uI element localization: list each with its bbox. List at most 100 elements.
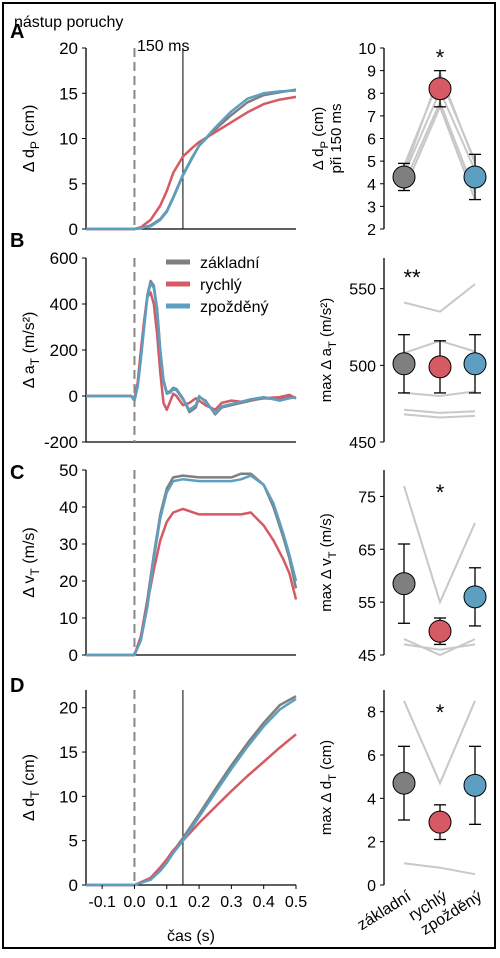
- dot-y-tick-label: 500: [349, 358, 376, 375]
- series-line: [86, 95, 297, 231]
- subject-line: [403, 413, 476, 419]
- time-150ms-annotation: 150 ms: [137, 38, 189, 55]
- panel-C: C 0 10 20 30 40 50 Δ vT (m/s) 45 55 65 75 max Δ vT (…: [10, 461, 487, 665]
- series-line: [86, 282, 297, 415]
- mean-dot: [392, 352, 416, 376]
- y-tick-label: 50: [59, 461, 78, 480]
- y-axis-label: Δ aT (m/s²): [21, 312, 42, 389]
- series-line: [86, 697, 297, 887]
- dot-y-axis-label: max Δ aT (m/s²): [318, 298, 339, 402]
- dot-y-tick-label: 4: [367, 177, 376, 194]
- subject-line: [403, 390, 476, 398]
- subject-line: [403, 408, 476, 414]
- y-tick-label: 30: [59, 535, 78, 554]
- legend-label: rychlý: [200, 277, 242, 294]
- x-tick-label: 0.2: [188, 894, 210, 911]
- dot-y-tick-label: 3: [367, 199, 376, 216]
- y-tick-label: 0: [69, 876, 78, 895]
- series-line: [86, 89, 297, 231]
- y-tick-label: 5: [69, 832, 78, 851]
- dot-y-tick-label: 6: [367, 132, 376, 149]
- subject-line: [403, 638, 476, 657]
- dot-y-tick-label: 0: [367, 878, 376, 895]
- dot-y-axis-label-text: max Δ dT (cm): [318, 740, 339, 835]
- dot-y-tick-label: 45: [358, 648, 376, 665]
- dot-y-tick-label: 55: [358, 595, 376, 612]
- mean-dot: [463, 352, 487, 376]
- y-tick-label: 20: [59, 39, 78, 58]
- significance-marker: *: [436, 700, 445, 725]
- dot-y-tick-label: 8: [367, 705, 376, 722]
- subject-line: [403, 485, 476, 605]
- y-tick-label: 20: [59, 572, 78, 591]
- y-axis-label: Δ vT (m/s): [21, 527, 42, 597]
- y-tick-label: 10: [59, 130, 78, 149]
- y-tick-label: 5: [69, 175, 78, 194]
- dot-y-tick-label: 65: [358, 542, 376, 559]
- y-axis-label: Δ dP (cm): [21, 105, 42, 173]
- x-tick-label: -0.1: [88, 894, 116, 911]
- mean-dot: [463, 773, 487, 797]
- dot-y-tick-label: 550: [349, 282, 376, 299]
- y-tick-label: 0: [69, 646, 78, 665]
- x-tick-label: 0.0: [123, 894, 145, 911]
- dot-y-tick-label: 9: [367, 64, 376, 81]
- figure-border: [2, 2, 496, 949]
- significance-marker: **: [403, 265, 421, 290]
- dot-y-axis-label-text: Δ dP (cm): [310, 107, 331, 170]
- series-line: [86, 733, 297, 887]
- x-tick-label: 0.4: [253, 894, 275, 911]
- panel-D: D 0 5 10 15 20 Δ dT (cm) 0 2 4 6 8 max Δ dT (cm) *: [10, 675, 487, 895]
- x-tick-label: 0.3: [220, 894, 242, 911]
- dot-y-tick-label: 6: [367, 748, 376, 765]
- dot-y-axis-label: max Δ vT (m/s): [318, 513, 339, 612]
- mean-dot: [463, 165, 487, 189]
- mean-dot: [392, 572, 416, 596]
- panel-letter: D: [10, 675, 24, 697]
- legend-label: základní: [200, 255, 260, 272]
- dot-y-tick-label: 10: [358, 41, 376, 58]
- dot-y-axis-label-line2: při 150 ms: [328, 103, 345, 173]
- panel-letter: B: [10, 230, 24, 252]
- y-tick-label: 600: [50, 249, 78, 268]
- y-tick-label: 40: [59, 498, 78, 517]
- y-tick-label: 15: [59, 743, 78, 762]
- mean-dot: [463, 585, 487, 609]
- significance-marker: *: [436, 480, 445, 505]
- subject-line: [403, 700, 476, 786]
- mean-dot: [428, 355, 452, 379]
- panel-B: B -200 0 200 400 600 Δ aT (m/s²) 450 500 550 max Δ…: [10, 230, 487, 452]
- dot-y-tick-label: 75: [358, 489, 376, 506]
- dot-y-tick-label: 8: [367, 86, 376, 103]
- y-axis-label-text: Δ aT (m/s²): [21, 312, 42, 389]
- y-tick-label: 15: [59, 84, 78, 103]
- mean-dot: [392, 165, 416, 189]
- subject-line: [403, 643, 476, 651]
- mean-dot: [428, 619, 452, 643]
- y-tick-label: -200: [44, 433, 78, 452]
- dot-y-tick-label: 5: [367, 154, 376, 171]
- y-axis-label-text: Δ vT (m/s): [21, 527, 42, 597]
- dot-y-tick-label: 450: [349, 435, 376, 452]
- y-tick-label: 400: [50, 295, 78, 314]
- y-tick-label: 10: [59, 787, 78, 806]
- y-tick-label: 20: [59, 699, 78, 718]
- mean-dot: [428, 77, 452, 101]
- dot-y-axis-label-text: max Δ vT (m/s): [318, 513, 339, 612]
- y-tick-label: 200: [50, 341, 78, 360]
- panel-letter: C: [10, 462, 24, 484]
- series-line: [86, 474, 298, 657]
- panel-letter: A: [10, 21, 24, 43]
- subject-line: [403, 862, 476, 876]
- subject-line: [403, 283, 476, 313]
- y-tick-label: 0: [69, 220, 78, 239]
- significance-marker: *: [436, 45, 445, 70]
- onset-annotation: nástup poruchy: [14, 14, 123, 31]
- x-tick-label: 0.5: [285, 894, 307, 911]
- y-axis-label-text: Δ dT (cm): [21, 754, 42, 821]
- y-axis-label-text: Δ dP (cm): [21, 105, 42, 173]
- dot-y-axis-label-text: max Δ aT (m/s²): [318, 298, 339, 402]
